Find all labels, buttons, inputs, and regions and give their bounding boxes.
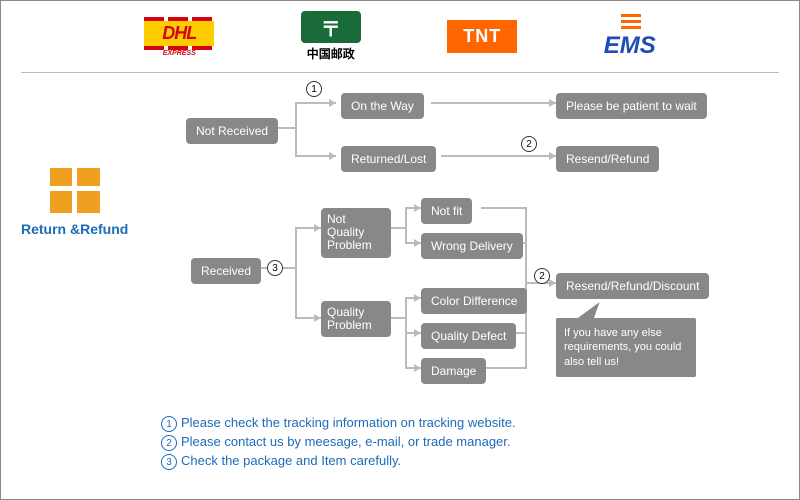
tnt-logo: TNT — [447, 20, 517, 53]
node-not-fit: Not fit — [421, 198, 472, 224]
node-returned-lost: Returned/Lost — [341, 146, 436, 172]
circled-1: 1 — [306, 81, 322, 97]
node-quality-defect: Quality Defect — [421, 323, 516, 349]
ems-logo: EMS — [604, 14, 656, 60]
dhl-subtext: EXPRESS — [163, 50, 196, 57]
footnote-1: 1Please check the tracking information o… — [161, 415, 639, 432]
circled-2b: 2 — [534, 268, 550, 284]
node-patient: Please be patient to wait — [556, 93, 707, 119]
footnote-2: 2Please contact us by meesage, e-mail, o… — [161, 434, 639, 451]
chinapost-logo: 〒 中国邮政 — [301, 11, 361, 62]
node-wrong-delivery: Wrong Delivery — [421, 233, 523, 259]
node-color-diff: Color Difference — [421, 288, 527, 314]
footnote-3: 3Check the package and Item carefully. — [161, 453, 639, 470]
gift-icon — [50, 168, 100, 213]
return-refund-text: Return &Refund — [21, 221, 128, 237]
flowchart-area: Return &Refund Not Received Received On … — [1, 78, 799, 408]
divider — [21, 72, 779, 73]
carrier-logos-row: DHL EXPRESS 〒 中国邮政 TNT EMS — [1, 1, 799, 67]
node-on-the-way: On the Way — [341, 93, 424, 119]
chinapost-text: 中国邮政 — [307, 45, 355, 62]
footnotes: 1Please check the tracking information o… — [1, 408, 799, 477]
node-quality: Quality Problem — [321, 301, 391, 337]
dhl-text: DHL — [144, 21, 214, 46]
ems-text: EMS — [604, 32, 656, 60]
return-refund-label: Return &Refund — [21, 168, 128, 237]
node-damage: Damage — [421, 358, 486, 384]
node-not-quality: Not Quality Problem — [321, 208, 391, 258]
ems-stripes-icon — [621, 14, 641, 32]
circled-3: 3 — [267, 260, 283, 276]
node-resend-refund: Resend/Refund — [556, 146, 659, 172]
dhl-logo: DHL EXPRESS — [144, 17, 214, 57]
chinapost-icon: 〒 — [301, 11, 361, 43]
node-received: Received — [191, 258, 261, 284]
circled-2a: 2 — [521, 136, 537, 152]
callout-requirements: If you have any else requirements, you c… — [556, 318, 696, 377]
tnt-text: TNT — [447, 20, 517, 53]
node-resend-refund-discount: Resend/Refund/Discount — [556, 273, 709, 299]
node-not-received: Not Received — [186, 118, 278, 144]
